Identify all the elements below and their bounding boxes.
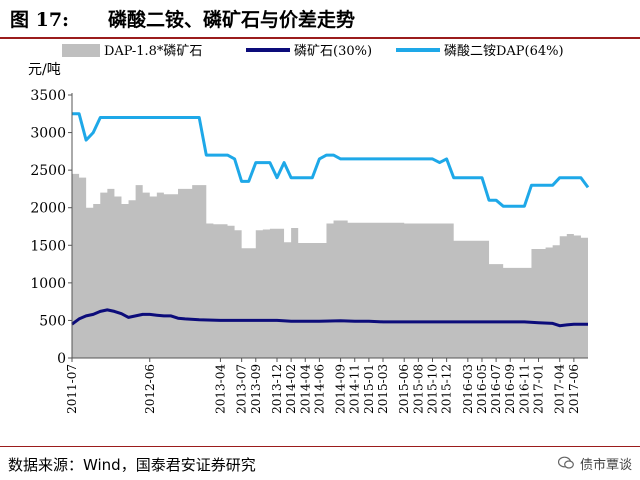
source-note: 数据来源：Wind，国泰君安证券研究	[8, 456, 256, 474]
chat-bubble-icon	[557, 456, 574, 469]
legend-swatch-spread	[62, 44, 100, 57]
x-tick-label: 2016-03	[461, 364, 475, 414]
phosphate-rock-line	[71, 308, 588, 328]
dap-line	[72, 112, 590, 208]
x-tick-label: 2016-05	[475, 364, 489, 414]
figure-title: 磷酸二铵、磷矿石与价差走势	[108, 8, 356, 31]
x-tick-label: 2015-08	[411, 364, 425, 414]
y-tick-label: 2000	[30, 201, 66, 217]
legend-label-dap: 磷酸二铵DAP(64%)	[444, 44, 564, 59]
x-tick-label: 2011-07	[65, 364, 79, 414]
x-tick-label: 2013-07	[235, 364, 249, 414]
chart: 0 500 1000 1500 2000 2500 3000 3500 元/吨 2011-07 20…	[28, 44, 590, 414]
y-tick-label: 2500	[30, 163, 66, 179]
x-tick-label: 2014-09	[334, 364, 348, 414]
x-tick-label: 2014-06	[312, 364, 326, 414]
legend: DAP-1.8*磷矿石 磷矿石(30%) 磷酸二铵DAP(64%)	[62, 44, 564, 59]
watermark: 债市覃谈	[557, 452, 632, 474]
x-tick-label: 2013-04	[213, 364, 227, 414]
watermark-text: 债市覃谈	[579, 457, 632, 473]
x-tick-label: 2015-10	[425, 364, 439, 414]
x-tick-label: 2016-07	[489, 364, 503, 414]
x-tick-label: 2017-06	[567, 364, 581, 414]
x-tick-label: 2012-06	[143, 364, 157, 414]
y-tick-label: 0	[57, 351, 66, 367]
legend-label-phosphate-rock: 磷矿石(30%)	[294, 44, 372, 59]
x-tick-label: 2016-09	[503, 364, 517, 414]
x-tick-label: 2017-01	[532, 364, 546, 414]
title-rule	[0, 37, 640, 39]
x-tick-label: 2014-04	[298, 364, 312, 414]
y-tick-label: 1500	[30, 238, 66, 254]
x-tick-label: 2013-09	[249, 364, 263, 414]
y-tick-label: 3000	[30, 126, 66, 142]
y-tick-label: 500	[39, 313, 66, 329]
legend-label-spread: DAP-1.8*磷矿石	[104, 44, 202, 59]
x-tick-label: 2015-06	[397, 364, 411, 414]
x-tick-label: 2015-03	[376, 364, 390, 414]
spread-area-layer	[72, 173, 588, 358]
x-tick-label: 2017-04	[553, 364, 567, 414]
y-unit-label: 元/吨	[28, 62, 61, 78]
y-tick-label: 1000	[30, 276, 66, 292]
x-tick-label: 2015-01	[362, 364, 376, 414]
figure-title-bar: 图 17: 磷酸二铵、磷矿石与价差走势	[0, 0, 640, 36]
footer-rule	[0, 446, 640, 447]
y-tick-label: 3500	[30, 88, 66, 104]
figure-number: 图 17:	[10, 8, 70, 31]
axes-layer: 0 500 1000 1500 2000 2500 3000 3500 元/吨 2011-07 20…	[28, 62, 588, 414]
series-lines-layer	[71, 112, 590, 328]
x-tick-label: 2015-12	[440, 364, 454, 414]
x-tick-label: 2013-12	[270, 364, 284, 414]
spread-area	[72, 173, 588, 358]
x-tick-label: 2014-11	[348, 364, 362, 414]
x-tick-label: 2016-11	[517, 364, 531, 414]
x-tick-label: 2014-02	[284, 364, 298, 414]
